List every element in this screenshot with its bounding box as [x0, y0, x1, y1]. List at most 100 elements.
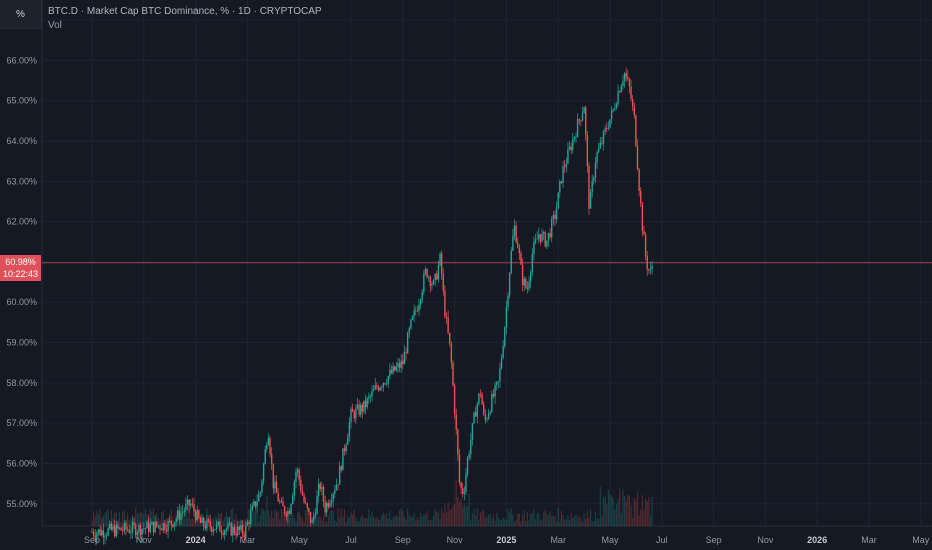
candle-body	[510, 250, 512, 274]
volume-bar	[217, 513, 219, 526]
volume-bar	[526, 511, 529, 526]
candle-body	[636, 145, 639, 170]
candle-body	[102, 530, 105, 538]
candle-body	[308, 508, 310, 512]
volume-bar	[355, 517, 357, 526]
volume-bar	[581, 521, 584, 526]
candle-body	[181, 511, 184, 513]
volume-bar	[94, 516, 96, 526]
volume-bar	[602, 497, 605, 526]
candle-body	[450, 343, 453, 363]
volume-bar	[591, 521, 593, 526]
candle-body	[593, 177, 595, 181]
volume-bar	[424, 514, 427, 526]
volume-bar	[402, 510, 404, 526]
volume-bar	[594, 511, 597, 526]
volume-bar	[275, 511, 278, 526]
candle-body	[206, 519, 208, 529]
volume-bar	[533, 509, 535, 526]
candle-body	[238, 526, 241, 530]
volume-bar	[199, 521, 202, 526]
candle-body	[324, 501, 326, 513]
volume-bar	[471, 513, 474, 526]
candle-body	[240, 524, 242, 530]
candle-body	[322, 486, 325, 502]
candle-body	[481, 393, 483, 405]
volume-bar	[628, 495, 631, 526]
candle-body	[243, 533, 245, 538]
volume-bar	[481, 511, 483, 526]
x-tick-label: Sep	[706, 535, 722, 545]
candle-body	[337, 484, 339, 486]
candle-body	[135, 525, 137, 536]
candle-body	[309, 511, 312, 523]
candle-body	[261, 480, 263, 493]
volume-bar	[486, 516, 488, 526]
candle-body	[520, 253, 522, 265]
x-tick-label: Mar	[550, 535, 566, 545]
candle-body	[418, 304, 420, 311]
candle-body	[186, 499, 189, 505]
volume-bar	[230, 509, 232, 526]
volume-bar	[377, 519, 380, 526]
symbol-box[interactable]: %	[0, 0, 42, 29]
candle-body	[107, 528, 109, 536]
candle-body	[217, 521, 219, 524]
candle-body	[91, 531, 93, 533]
volume-bar	[394, 515, 396, 526]
volume-bar	[190, 519, 192, 526]
volume-bar	[177, 517, 179, 526]
candle-body	[141, 528, 143, 536]
volume-bar	[101, 518, 103, 526]
candle-body	[578, 119, 580, 121]
volume-label[interactable]: Vol	[48, 20, 62, 31]
candle-body	[193, 504, 195, 512]
volume-bar	[436, 512, 438, 526]
candle-body	[303, 495, 305, 503]
candle-body	[631, 99, 634, 106]
volume-bar	[303, 521, 305, 526]
candle-body	[474, 412, 477, 417]
candle-body	[209, 520, 211, 527]
candle-body	[457, 429, 459, 455]
volume-bar	[235, 514, 237, 526]
candle-body	[546, 240, 548, 247]
candle-body	[643, 230, 645, 235]
volume-bar	[559, 521, 561, 526]
volume-bar	[193, 519, 195, 526]
candle-body	[487, 413, 490, 419]
volume-bar	[211, 519, 213, 526]
volume-bar	[604, 495, 606, 526]
candle-body	[649, 268, 652, 271]
volume-bar	[290, 517, 292, 526]
candle-body	[497, 381, 500, 383]
volume-bar	[269, 516, 271, 526]
volume-bar	[253, 511, 255, 526]
candle-body	[126, 529, 129, 531]
volume-bar	[335, 521, 338, 526]
volume-bar	[274, 509, 276, 526]
candle-body	[627, 77, 629, 79]
candle-body	[369, 396, 372, 397]
volume-bar	[536, 513, 538, 526]
candle-body	[94, 535, 96, 538]
candle-body	[445, 316, 448, 318]
candle-body	[390, 369, 393, 374]
volume-bar	[127, 513, 129, 526]
candle-body	[314, 513, 317, 516]
candle-body	[567, 149, 569, 164]
candle-body	[296, 469, 299, 472]
candle-body	[444, 290, 446, 317]
volume-bar	[96, 510, 98, 526]
volume-bar	[465, 506, 467, 526]
candle-body	[167, 520, 169, 532]
candle-body	[128, 529, 130, 533]
volume-bar	[379, 520, 381, 526]
volume-bar	[387, 518, 389, 526]
volume-bar	[165, 517, 168, 526]
volume-bar	[573, 515, 575, 526]
volume-bar	[398, 510, 401, 526]
candle-body	[575, 136, 577, 138]
volume-bar	[484, 518, 486, 526]
